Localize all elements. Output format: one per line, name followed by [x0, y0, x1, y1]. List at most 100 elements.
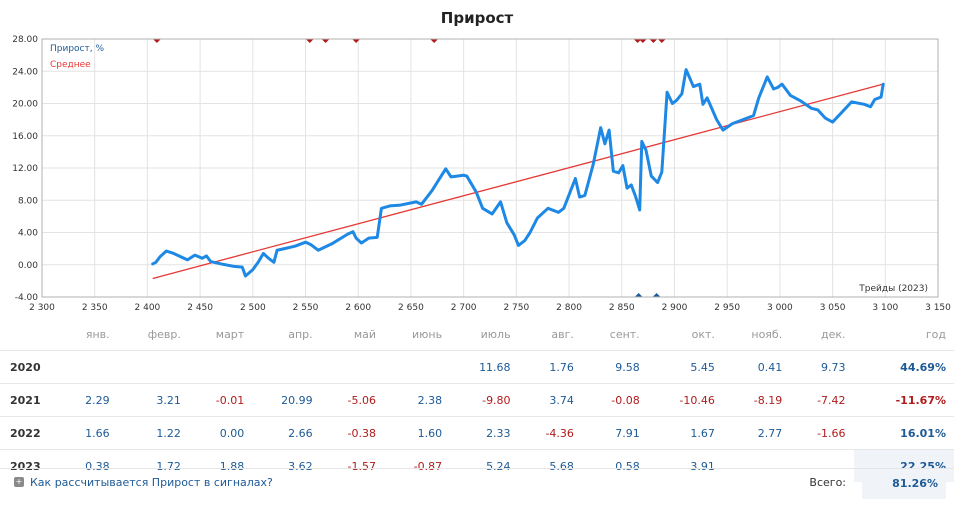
month-header: июнь: [412, 327, 443, 341]
sell-marker-icon[interactable]: [649, 39, 658, 43]
plus-square-icon[interactable]: +: [14, 477, 24, 487]
month-header: окт.: [691, 327, 715, 341]
month-value: -1.66: [790, 416, 854, 450]
deal-markers: [152, 39, 666, 297]
x-tick-label: 3 050: [820, 303, 846, 313]
y-tick-label: 24.00: [12, 67, 38, 77]
month-value: 5.45: [647, 350, 723, 384]
month-value: 2.77: [722, 416, 791, 450]
month-value: 2.29: [61, 383, 118, 417]
growth-line: [151, 68, 885, 278]
month-value: 11.68: [450, 350, 519, 384]
month-header: авг.: [551, 327, 574, 341]
month-value: [252, 350, 321, 384]
y-tick-label: 12.00: [12, 164, 38, 174]
month-value: 3.91: [647, 449, 723, 482]
chart-title: Прирост: [440, 9, 514, 27]
month-value: 1.67: [647, 416, 723, 450]
month-value: 0.38: [61, 449, 118, 482]
month-value: 1.88: [188, 449, 253, 482]
year-label: 2023: [0, 449, 61, 482]
month-value: 3.62: [252, 449, 321, 482]
buy-marker-icon[interactable]: [634, 293, 643, 297]
month-value: [188, 350, 253, 384]
year-label: 2020: [0, 350, 61, 384]
total-value: 81.26%: [862, 469, 946, 499]
x-tick-label: 2 550: [293, 303, 319, 313]
year-label: 2021: [0, 383, 61, 417]
month-header: май: [353, 327, 377, 341]
month-header: янв.: [85, 327, 110, 341]
month-value: [61, 350, 118, 384]
month-value: 1.22: [117, 416, 189, 450]
month-value: -1.57: [320, 449, 385, 482]
month-header: дек.: [821, 327, 846, 341]
month-value: 0.58: [581, 449, 648, 482]
y-tick-label: 4.00: [18, 229, 38, 239]
sell-marker-icon[interactable]: [152, 39, 161, 43]
month-header: июль: [480, 327, 511, 341]
month-header: март: [215, 327, 245, 341]
month-value: 2.38: [384, 383, 451, 417]
legend-average: Среднее: [50, 60, 91, 70]
month-value: 9.58: [581, 350, 648, 384]
sell-marker-icon[interactable]: [657, 39, 666, 43]
x-tick-label: 2 300: [29, 303, 55, 313]
month-value: 7.91: [581, 416, 648, 450]
month-header: февр.: [147, 327, 181, 341]
x-tick-label: 2 450: [187, 303, 213, 313]
year-total: -11.67%: [853, 383, 954, 417]
year-header: [0, 318, 61, 351]
year-total: 44.69%: [853, 350, 954, 384]
growth-chart: 2 300 2 350 2 400 2 450 2 500 2 550 2 600 2 650…: [12, 35, 951, 313]
month-value: -0.87: [384, 449, 451, 482]
y-tick-label: 16.00: [12, 132, 38, 142]
year-label: 2022: [0, 416, 61, 450]
sell-marker-icon[interactable]: [352, 39, 361, 43]
x-tick-label: 2 950: [714, 303, 740, 313]
month-header: нояб.: [751, 327, 783, 341]
month-value: 1.76: [518, 350, 582, 384]
average-layer: [152, 83, 884, 280]
month-value: 1.60: [384, 416, 451, 450]
buy-marker-icon[interactable]: [652, 293, 661, 297]
x-tick-label: 2 400: [135, 303, 161, 313]
x-tick-label: 3 100: [872, 303, 898, 313]
footer: + Как рассчитывается Прирост в сигналах?…: [0, 468, 954, 499]
month-value: 20.99: [252, 383, 321, 417]
chart-grid: [41, 38, 939, 298]
month-value: -0.01: [188, 383, 253, 417]
sell-marker-icon[interactable]: [638, 39, 647, 43]
month-value: 1.72: [117, 449, 189, 482]
month-value: -9.80: [450, 383, 519, 417]
sell-marker-icon[interactable]: [633, 39, 642, 43]
x-tick-label: 2 750: [503, 303, 529, 313]
x-tick-label: 3 000: [767, 303, 793, 313]
month-value: -0.38: [320, 416, 385, 450]
month-value: 2.66: [252, 416, 321, 450]
month-value: -7.42: [790, 383, 854, 417]
x-tick-label: 2 350: [82, 303, 108, 313]
sell-marker-icon[interactable]: [305, 39, 314, 43]
month-header: сент.: [609, 327, 640, 341]
axis-ticks: 2 300 2 350 2 400 2 450 2 500 2 550 2 600 2 650…: [12, 35, 951, 313]
sell-marker-icon[interactable]: [321, 39, 330, 43]
x-tick-label: 3 150: [925, 303, 951, 313]
table-header: янв. февр. март апр. май июнь июль авг. сент. окт…: [0, 318, 954, 351]
y-tick-label: 20.00: [12, 100, 38, 110]
growth-layer: [151, 68, 885, 278]
month-value: [117, 350, 189, 384]
month-value: 1.66: [61, 416, 118, 450]
help-link[interactable]: Как рассчитывается Прирост в сигналах?: [30, 476, 273, 489]
monthly-growth-table: янв. февр. март апр. май июнь июль авг. сент. окт…: [0, 318, 954, 482]
x-tick-label: 2 700: [451, 303, 477, 313]
sell-marker-icon[interactable]: [430, 39, 439, 43]
month-value: -0.08: [581, 383, 648, 417]
y-tick-label: 0.00: [18, 261, 38, 271]
x-tick-label: 2 500: [240, 303, 266, 313]
total-label: Всего:: [809, 476, 846, 489]
y-tick-label: -4.00: [15, 293, 39, 303]
x-tick-label: 2 800: [556, 303, 582, 313]
month-value: -5.06: [320, 383, 385, 417]
year-total-header: год: [925, 327, 946, 341]
